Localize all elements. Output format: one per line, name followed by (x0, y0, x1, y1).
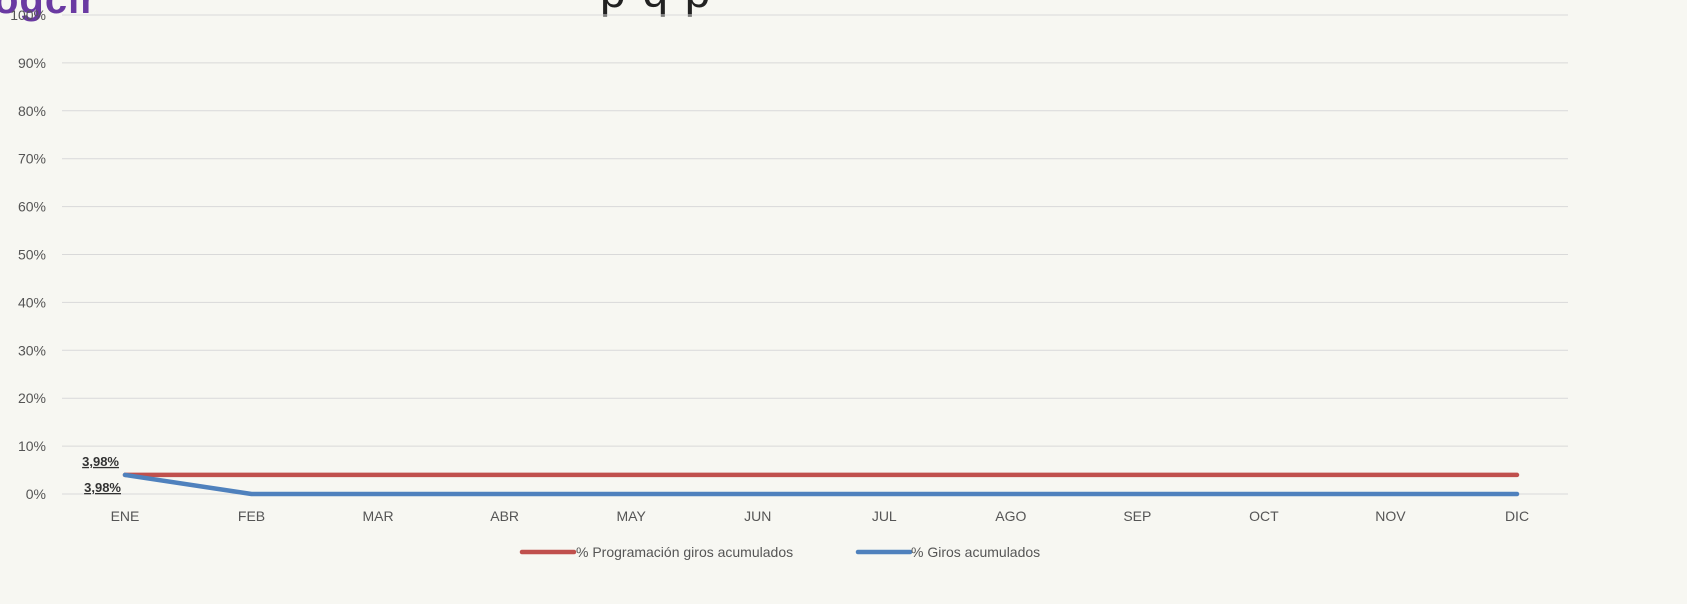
legend-label: % Giros acumulados (911, 544, 1040, 560)
y-tick-label: 20% (18, 390, 46, 406)
y-tick-label: 30% (18, 342, 46, 358)
x-axis-ticks: ENE FEB MAR ABR MAY JUN JUL AGO SEP OCT NOV DIC (111, 508, 1529, 524)
series-lines (122, 472, 1520, 497)
x-tick-label: SEP (1123, 508, 1151, 524)
y-tick-label: 100% (10, 7, 46, 23)
x-tick-label: ABR (490, 508, 519, 524)
y-tick-label: 80% (18, 103, 46, 119)
y-tick-label: 50% (18, 247, 46, 263)
x-tick-label: AGO (995, 508, 1026, 524)
x-tick-label: MAR (363, 508, 394, 524)
x-tick-label: NOV (1375, 508, 1406, 524)
x-tick-label: ENE (111, 508, 140, 524)
x-tick-label: MAY (617, 508, 647, 524)
y-tick-label: 0% (26, 486, 46, 502)
legend-label: % Programación giros acumulados (576, 544, 793, 560)
grid-lines (62, 14, 1568, 495)
data-labels: 3,98% 3,98% (82, 454, 121, 495)
brand-logo: ogcir (0, 0, 97, 22)
y-tick-label: 40% (18, 294, 46, 310)
chart-title: p q p (600, 0, 712, 18)
y-tick-label: 90% (18, 55, 46, 71)
x-tick-label: DIC (1505, 508, 1529, 524)
y-tick-label: 60% (18, 199, 46, 215)
legend: % Programación giros acumulados % Giros a… (519, 544, 1040, 560)
x-tick-label: JUN (744, 508, 771, 524)
series-line-1 (122, 472, 1520, 497)
data-label: 3,98% (82, 454, 119, 469)
y-axis-ticks: 0% 10% 20% 30% 40% 50% 60% 70% 80% 90% 100% (10, 7, 46, 502)
y-tick-label: 70% (18, 151, 46, 167)
x-tick-label: JUL (872, 508, 897, 524)
y-tick-label: 10% (18, 438, 46, 454)
x-tick-label: OCT (1249, 508, 1279, 524)
data-label: 3,98% (84, 480, 121, 495)
x-tick-label: FEB (238, 508, 265, 524)
